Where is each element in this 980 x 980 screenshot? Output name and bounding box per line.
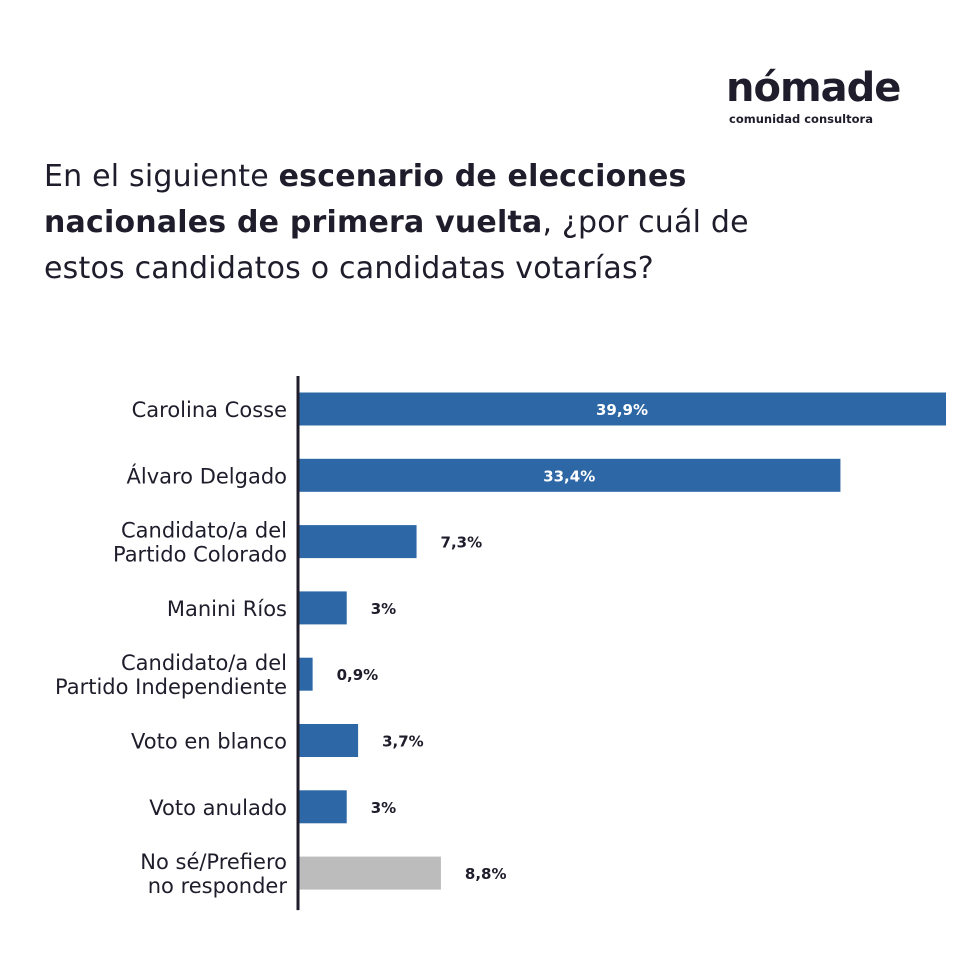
category-label: Candidato/a del bbox=[121, 519, 287, 543]
value-label: 33,4% bbox=[543, 467, 595, 485]
category-label: Carolina Cosse bbox=[132, 398, 287, 422]
category-label: Manini Ríos bbox=[167, 597, 287, 621]
bar bbox=[298, 856, 441, 890]
bar bbox=[298, 591, 347, 625]
question-text-start: En el siguiente bbox=[44, 159, 279, 194]
category-label: no responder bbox=[148, 874, 288, 898]
bar bbox=[298, 525, 417, 559]
question-title: En el siguiente escenario de elecciones … bbox=[44, 154, 784, 292]
bar bbox=[298, 724, 359, 757]
category-label: Partido Independiente bbox=[55, 675, 287, 699]
value-label: 3,7% bbox=[382, 733, 424, 751]
bar bbox=[298, 657, 313, 691]
category-label: Voto anulado bbox=[149, 796, 287, 820]
value-label: 39,9% bbox=[596, 401, 648, 419]
value-label: 8,8% bbox=[465, 865, 507, 883]
category-label: No sé/Prefiero bbox=[140, 850, 287, 874]
category-label: Álvaro Delgado bbox=[127, 463, 288, 488]
value-label: 3% bbox=[371, 600, 396, 618]
value-label: 3% bbox=[371, 799, 396, 817]
bar bbox=[298, 790, 347, 824]
value-label: 7,3% bbox=[441, 534, 483, 552]
bar bbox=[298, 392, 946, 426]
brand-name: nómade bbox=[726, 65, 901, 111]
bar bbox=[298, 458, 841, 492]
brand-tagline: comunidad consultora bbox=[729, 112, 873, 126]
brand-logo: nómade comunidad consultora bbox=[726, 65, 901, 126]
category-label: Candidato/a del bbox=[121, 651, 287, 675]
question-text-end: , ¿por cuál de estos candidatos o candid… bbox=[44, 205, 749, 286]
question-text-bold: escenario de elecciones nacionales de pr… bbox=[44, 159, 687, 240]
category-label: Voto en blanco bbox=[131, 730, 287, 754]
value-label: 0,9% bbox=[337, 666, 379, 684]
category-label: Partido Colorado bbox=[113, 543, 287, 567]
